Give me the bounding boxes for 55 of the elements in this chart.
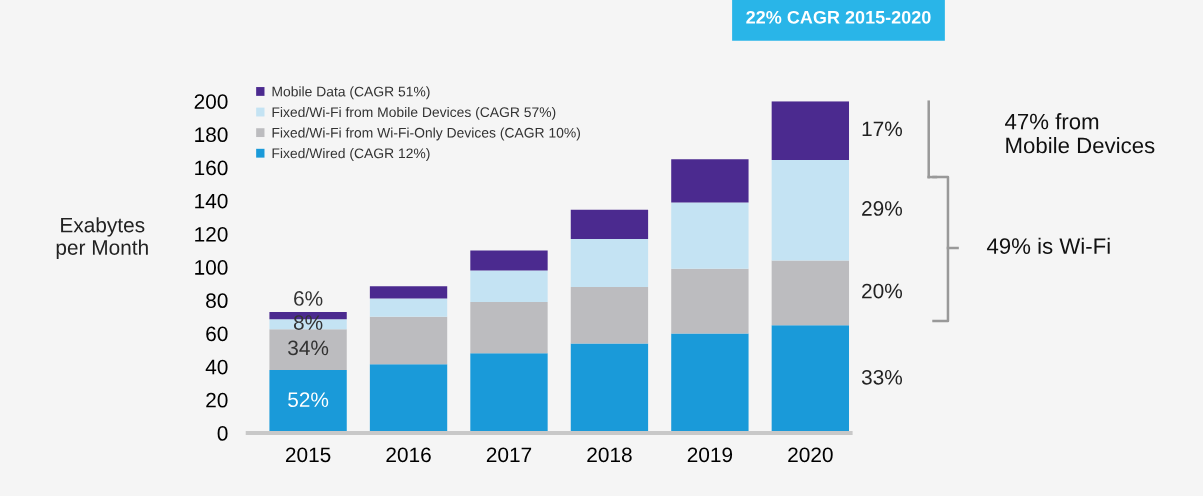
x-tick-label: 2017	[486, 447, 532, 463]
x-tick-label: 2020	[788, 447, 833, 463]
text: 33%	[861, 369, 903, 385]
y-tick-label: 60	[206, 326, 228, 342]
text: 49% is Wi-Fi	[986, 237, 1110, 254]
y-tick-label: 20	[206, 392, 228, 408]
text: 20%	[862, 283, 903, 299]
text: 29%	[862, 201, 903, 216]
chart-title: 22% CAGR 2015-2020	[746, 10, 931, 24]
y-tick-label: 120	[195, 226, 228, 242]
bar	[369, 286, 448, 299]
x-tick-label: 2016	[386, 447, 431, 463]
bar	[570, 287, 649, 344]
x-tick-label: 2015	[285, 447, 331, 463]
bar	[470, 353, 548, 434]
x-tick-label: 2019	[687, 447, 733, 463]
bar	[570, 238, 649, 288]
bar	[570, 343, 649, 434]
y-tick-label: 180	[195, 127, 228, 143]
bar	[771, 101, 850, 161]
bar	[771, 325, 850, 434]
annotation: 52%	[288, 392, 329, 408]
bar	[671, 159, 749, 203]
y-tick-label: 100	[195, 260, 228, 275]
bar	[269, 369, 347, 434]
y-tick-label: 200	[194, 94, 228, 109]
bar	[470, 250, 548, 271]
bar	[570, 209, 649, 239]
bar	[671, 333, 749, 434]
bar	[369, 364, 448, 434]
bar	[369, 298, 448, 317]
bar	[671, 202, 749, 269]
text: 17%	[862, 121, 903, 137]
bar	[470, 301, 548, 354]
y-tick-label: 160	[195, 160, 228, 176]
legend-label: Fixed/Wi-Fi from Wi-Fi-Only Devices (CAGR 10%)	[272, 127, 580, 141]
bar	[369, 316, 448, 365]
y-tick-label: 40	[205, 359, 228, 375]
text: 47% from Mobile Devices	[1005, 113, 1155, 154]
annotation: 8%	[293, 315, 323, 330]
y-tick-label: 80	[206, 293, 228, 309]
bar	[470, 270, 548, 302]
legend-label: Fixed/Wi-Fi from Mobile Devices (CAGR 57%)	[272, 106, 556, 120]
legend-label: Mobile Data (CAGR 51%)	[272, 86, 430, 100]
legend-label: Fixed/Wired (CAGR 12%)	[272, 148, 430, 161]
y-axis-title: Exabytes per Month	[56, 217, 148, 260]
y-tick-label: 0	[217, 426, 228, 441]
annotation: 34%	[288, 340, 329, 356]
x-tick-label: 2018	[587, 447, 632, 463]
bar	[771, 160, 850, 261]
bar	[771, 260, 850, 326]
annotation: 6%	[294, 291, 323, 306]
bar	[269, 329, 347, 370]
bar	[671, 268, 749, 334]
y-tick-label: 140	[195, 193, 228, 209]
